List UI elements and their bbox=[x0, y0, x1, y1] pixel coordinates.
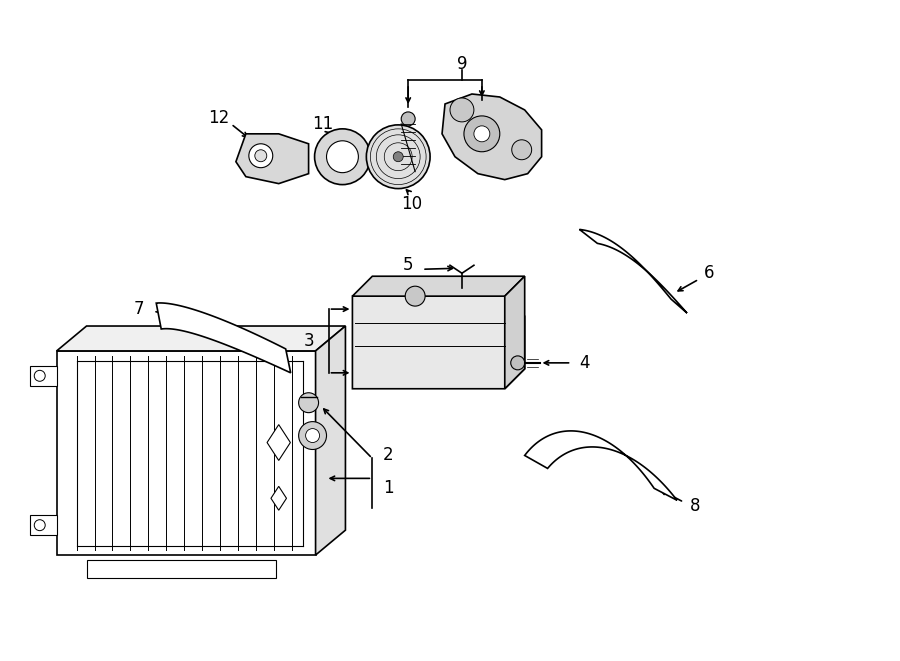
Text: 12: 12 bbox=[208, 109, 230, 127]
Circle shape bbox=[510, 356, 525, 370]
Polygon shape bbox=[505, 276, 525, 389]
Circle shape bbox=[34, 370, 45, 381]
Circle shape bbox=[393, 152, 403, 162]
Circle shape bbox=[512, 140, 532, 160]
Circle shape bbox=[315, 129, 370, 184]
Polygon shape bbox=[57, 351, 316, 555]
Text: 3: 3 bbox=[303, 332, 314, 350]
Circle shape bbox=[464, 116, 500, 152]
Circle shape bbox=[450, 98, 474, 122]
Circle shape bbox=[248, 144, 273, 168]
Text: 1: 1 bbox=[382, 479, 393, 497]
Text: 9: 9 bbox=[456, 55, 467, 73]
Polygon shape bbox=[353, 296, 525, 389]
Text: 8: 8 bbox=[689, 497, 700, 516]
Circle shape bbox=[366, 125, 430, 188]
Text: 4: 4 bbox=[580, 354, 590, 372]
Text: 11: 11 bbox=[312, 115, 333, 133]
Polygon shape bbox=[267, 424, 291, 461]
Circle shape bbox=[405, 286, 425, 306]
Circle shape bbox=[255, 150, 266, 162]
Circle shape bbox=[474, 126, 490, 142]
Polygon shape bbox=[30, 366, 57, 386]
Circle shape bbox=[299, 393, 319, 412]
Circle shape bbox=[299, 422, 327, 449]
Polygon shape bbox=[316, 326, 346, 555]
Circle shape bbox=[34, 520, 45, 531]
Circle shape bbox=[401, 112, 415, 126]
Circle shape bbox=[327, 141, 358, 173]
Polygon shape bbox=[30, 515, 57, 535]
Polygon shape bbox=[57, 326, 346, 351]
Polygon shape bbox=[271, 486, 286, 510]
Text: 7: 7 bbox=[134, 300, 145, 318]
Polygon shape bbox=[580, 229, 687, 313]
Polygon shape bbox=[86, 560, 275, 578]
Polygon shape bbox=[236, 134, 309, 184]
Circle shape bbox=[306, 428, 319, 442]
Text: 10: 10 bbox=[401, 194, 423, 213]
Polygon shape bbox=[157, 303, 291, 373]
Polygon shape bbox=[353, 276, 525, 296]
Text: 6: 6 bbox=[704, 264, 715, 282]
Polygon shape bbox=[525, 431, 677, 500]
Polygon shape bbox=[442, 94, 542, 180]
Text: 5: 5 bbox=[403, 256, 413, 274]
Text: 2: 2 bbox=[382, 446, 393, 465]
